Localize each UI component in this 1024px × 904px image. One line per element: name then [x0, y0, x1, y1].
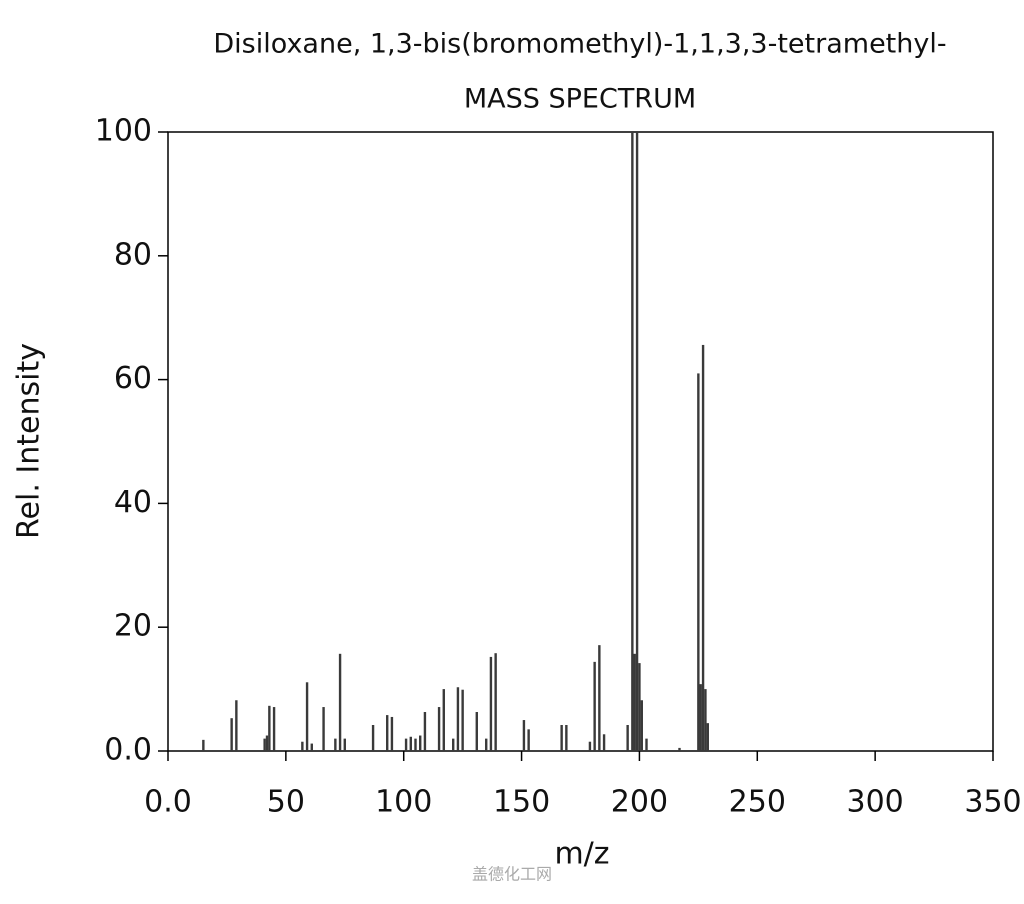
peak	[305, 682, 309, 751]
peak	[489, 656, 493, 751]
x-tick-label: 200	[611, 785, 668, 820]
peak	[423, 712, 427, 751]
peak	[371, 725, 375, 751]
peak	[268, 705, 271, 751]
x-tick-label: 50	[267, 785, 305, 820]
peak	[386, 715, 389, 751]
y-tick-label: 0.0	[104, 733, 152, 768]
peak	[626, 725, 629, 751]
peak	[598, 645, 601, 751]
peak	[409, 736, 412, 751]
peak	[263, 738, 266, 751]
peak	[461, 689, 464, 751]
peak	[343, 738, 346, 751]
y-axis-label: Rel. Intensity	[12, 343, 47, 539]
peak	[334, 738, 337, 751]
chart-title: Disiloxane, 1,3-bis(bromomethyl)-1,1,3,3…	[213, 29, 946, 60]
peak	[322, 707, 325, 751]
peak	[202, 739, 205, 751]
peak	[404, 738, 408, 751]
peak	[272, 707, 276, 751]
peak	[310, 743, 313, 751]
peak	[494, 653, 497, 751]
peak	[419, 735, 422, 751]
y-tick-label: 40	[114, 485, 152, 520]
peak	[588, 741, 592, 751]
peak	[230, 718, 233, 751]
peak	[522, 720, 526, 751]
x-axis-label: m/z	[554, 837, 609, 872]
peak	[390, 716, 394, 751]
peak	[235, 700, 238, 751]
peak	[338, 653, 342, 751]
x-tick-label: 300	[847, 785, 904, 820]
x-tick-label: 150	[493, 785, 550, 820]
x-tick-label: 350	[964, 785, 1021, 820]
peak	[633, 653, 636, 751]
peak	[678, 747, 681, 751]
peak	[631, 132, 634, 751]
x-tick-label: 100	[375, 785, 432, 820]
peak	[640, 700, 643, 751]
chart-subtitle: MASS SPECTRUM	[464, 84, 696, 115]
peak	[414, 738, 417, 751]
peak	[697, 373, 700, 751]
peak	[701, 344, 705, 751]
y-tick-label: 80	[114, 237, 152, 272]
x-tick-label: 0.0	[144, 785, 192, 820]
y-tick-label: 20	[114, 609, 152, 644]
peak	[706, 723, 709, 751]
peak	[527, 729, 530, 751]
peak	[452, 738, 455, 751]
peak	[301, 741, 304, 751]
peak	[645, 738, 648, 751]
peak	[593, 661, 596, 751]
peak	[265, 735, 269, 751]
peak	[485, 738, 488, 751]
peak	[565, 725, 568, 751]
peak	[638, 663, 641, 751]
peak	[475, 712, 478, 751]
peak	[456, 687, 460, 751]
plot-frame	[167, 131, 994, 752]
peak	[442, 689, 445, 751]
peak	[560, 725, 563, 751]
y-tick-label: 60	[114, 361, 152, 396]
peak	[704, 689, 707, 751]
y-tick-label: 100	[95, 114, 152, 149]
peak	[699, 684, 702, 751]
peak	[635, 132, 639, 751]
watermark: 盖德化工网	[472, 865, 552, 884]
peak	[602, 734, 606, 751]
peak	[437, 707, 441, 751]
x-tick-label: 250	[729, 785, 786, 820]
